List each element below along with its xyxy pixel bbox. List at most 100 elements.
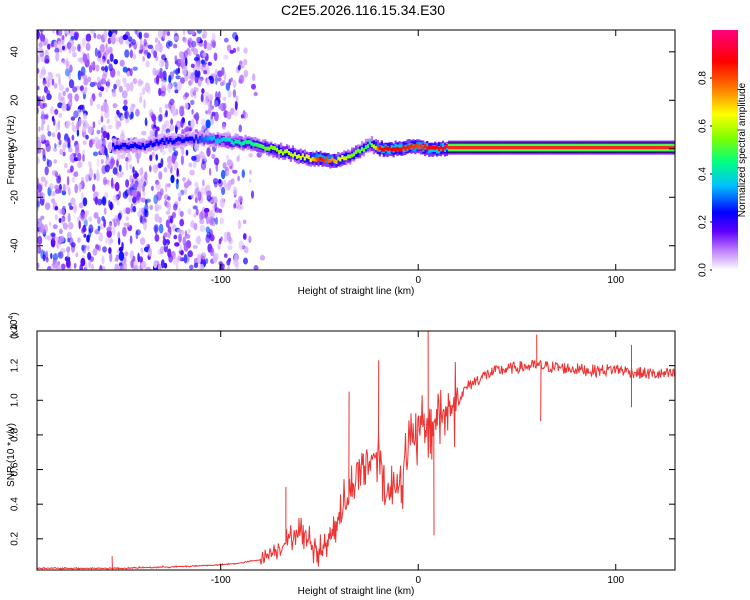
- noise-speck: [129, 114, 133, 120]
- ridge-cell: [299, 155, 302, 160]
- noise-speck: [196, 60, 201, 67]
- noise-speck: [215, 75, 218, 85]
- noise-speck: [86, 234, 90, 243]
- ridge-cell: [206, 137, 210, 142]
- noise-speck: [220, 236, 223, 241]
- ridge-cell: [438, 147, 441, 152]
- ridge-cell: [359, 149, 362, 154]
- noise-speck: [88, 160, 92, 167]
- noise-speck: [243, 47, 248, 54]
- noise-speck: [167, 161, 172, 169]
- noise-speck: [145, 60, 150, 68]
- ridge-cell: [416, 143, 419, 148]
- noise-speck: [141, 87, 146, 96]
- noise-speck: [119, 59, 125, 67]
- noise-speck: [66, 251, 70, 258]
- noise-speck: [67, 142, 71, 149]
- noise-speck: [92, 81, 98, 86]
- ridge-cell: [445, 144, 449, 148]
- ridge-cell: [200, 134, 204, 142]
- noise-speck: [128, 194, 132, 203]
- noise-speck: [104, 65, 109, 73]
- snr-multiplier-exp: 4: [8, 316, 15, 320]
- ridge-cell: [254, 142, 257, 147]
- noise-speck: [248, 153, 254, 158]
- noise-speck: [243, 246, 249, 254]
- ridge-cell: [301, 153, 304, 158]
- noise-speck: [132, 183, 139, 189]
- snr-xtick-label: 0: [415, 575, 421, 586]
- noise-speck: [194, 197, 198, 203]
- noise-speck: [40, 176, 46, 183]
- noise-speck: [92, 183, 96, 192]
- snr-axes: -100 0 100 0.2 0.4 0.6 0.8 1.0 1.2 1.4: [10, 324, 675, 586]
- ridge-cell: [216, 138, 219, 143]
- noise-speck: [165, 219, 170, 228]
- snr-ylabel: SNR (10 * v/v): [6, 423, 17, 487]
- noise-speck: [215, 91, 218, 101]
- ridge-cell: [307, 155, 310, 160]
- ridge-cell: [268, 146, 271, 151]
- ridge-cell: [341, 155, 344, 159]
- noise-speck: [230, 77, 233, 82]
- noise-speck: [40, 55, 46, 63]
- noise-speck: [85, 33, 92, 42]
- ridge-cell: [295, 154, 298, 159]
- noise-speck: [160, 90, 166, 97]
- noise-speck: [143, 181, 147, 187]
- noise-speck: [57, 102, 63, 109]
- ridge-cell: [414, 144, 417, 149]
- ridge-cell: [386, 146, 389, 151]
- noise-speck: [39, 133, 45, 142]
- colorbar-tick-label: 0.2: [698, 215, 709, 229]
- noise-speck: [189, 264, 194, 270]
- noise-speck: [120, 114, 125, 121]
- noise-speck: [146, 52, 151, 59]
- noise-speck: [197, 235, 201, 244]
- ridge-cell: [355, 150, 358, 154]
- noise-speck: [178, 195, 182, 202]
- noise-speck: [56, 240, 60, 250]
- ridge-cell: [418, 141, 421, 149]
- noise-speck: [106, 226, 112, 232]
- noise-speck: [232, 32, 238, 40]
- noise-speck: [251, 83, 256, 90]
- noise-speck: [57, 251, 64, 259]
- noise-speck: [63, 30, 69, 34]
- ridge-cell: [127, 145, 131, 150]
- ridge-cell: [155, 139, 158, 144]
- noise-speck: [147, 44, 154, 49]
- noise-speck: [163, 167, 168, 173]
- noise-speck: [140, 197, 146, 203]
- noise-speck: [100, 158, 104, 165]
- noise-speck: [162, 238, 167, 246]
- ridge-cell: [234, 139, 237, 144]
- noise-speck: [223, 253, 228, 258]
- noise-speck: [253, 265, 259, 270]
- noise-speck: [185, 149, 189, 156]
- noise-speck: [177, 255, 182, 262]
- ridge-cell: [426, 146, 429, 151]
- spectrogram-ytick-label: 40: [10, 46, 21, 58]
- ridge-cell: [204, 136, 208, 141]
- noise-speck: [117, 151, 121, 162]
- noise-speck: [87, 252, 92, 260]
- noise-speck: [104, 164, 110, 173]
- noise-speck: [181, 66, 188, 76]
- noise-speck: [248, 235, 252, 244]
- noise-speck: [81, 226, 87, 233]
- ridge-cell: [139, 145, 142, 150]
- noise-speck: [141, 130, 147, 136]
- noise-speck: [205, 110, 209, 115]
- ridge-cell: [317, 156, 320, 161]
- noise-speck: [236, 46, 240, 52]
- noise-speck: [158, 223, 164, 234]
- noise-speck: [45, 143, 51, 152]
- noise-speck: [117, 70, 121, 77]
- ridge-cell: [353, 152, 356, 157]
- noise-speck: [44, 180, 47, 188]
- noise-speck: [105, 87, 109, 93]
- noise-speck: [59, 228, 63, 235]
- ridge-cell: [250, 141, 253, 146]
- noise-speck: [53, 82, 58, 89]
